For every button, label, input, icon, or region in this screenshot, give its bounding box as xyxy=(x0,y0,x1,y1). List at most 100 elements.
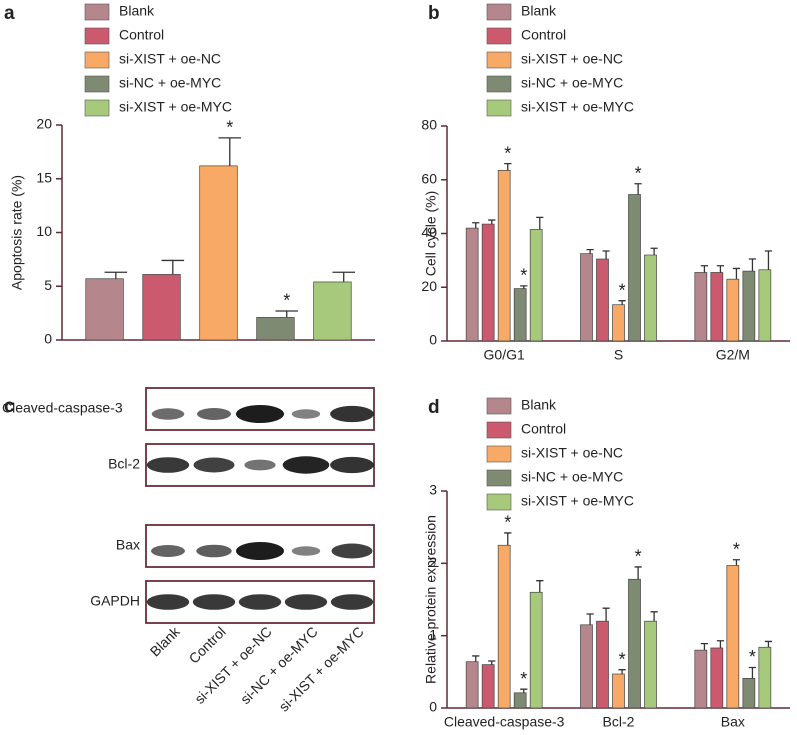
bar xyxy=(710,647,724,709)
legend-label: si-XIST + oe-NC xyxy=(119,51,221,67)
blot-band xyxy=(244,459,276,471)
error-bar xyxy=(650,247,658,255)
x-tick-label: G0/G1 xyxy=(484,347,525,363)
significance-mark: * xyxy=(226,118,233,138)
legend-swatch xyxy=(486,445,512,463)
error-bar xyxy=(634,183,642,195)
bar xyxy=(497,544,511,709)
x-tick-label: Cleaved-caspase-3 xyxy=(444,714,565,730)
error-bar xyxy=(586,248,594,254)
error-bar xyxy=(716,265,725,273)
legend-swatch xyxy=(84,3,110,21)
error-bar xyxy=(472,655,480,662)
error-bar xyxy=(716,640,725,648)
panel-label: c xyxy=(4,396,15,417)
legend-swatch xyxy=(486,421,512,439)
x-tick-label: Bcl-2 xyxy=(603,714,635,730)
bar xyxy=(758,646,772,709)
y-tick-label: 20 xyxy=(36,116,52,132)
bar xyxy=(465,227,479,342)
panel-label: d xyxy=(428,397,440,418)
error-bar xyxy=(161,259,185,275)
significance-mark: * xyxy=(520,266,527,286)
error-bar xyxy=(488,219,496,225)
significance-mark: * xyxy=(504,143,511,163)
error-bar xyxy=(618,669,626,675)
bar xyxy=(710,272,724,342)
error-bar xyxy=(618,300,626,305)
bar xyxy=(580,624,593,709)
bar xyxy=(256,317,295,341)
error-bar xyxy=(700,265,709,273)
legend-label: si-XIST + oe-NC xyxy=(521,445,623,461)
blot-band xyxy=(330,405,374,423)
legend-label: Control xyxy=(521,27,566,43)
error-bar xyxy=(218,137,242,166)
blot-band xyxy=(193,457,235,473)
legend-swatch xyxy=(486,493,512,511)
error-bar xyxy=(748,666,757,679)
blot-row-label: Bcl-2 xyxy=(108,456,140,472)
blot-band xyxy=(330,456,374,474)
legend-swatch xyxy=(486,75,512,93)
error-bar xyxy=(275,310,299,318)
bar xyxy=(313,281,352,341)
blot-lane-label: si-XIST + oe-MYC xyxy=(276,623,367,714)
error-bar xyxy=(748,258,757,272)
error-bar xyxy=(332,271,355,282)
legend-label: si-NC + oe-MYC xyxy=(521,75,623,91)
bar xyxy=(580,253,593,342)
y-tick-label: 40 xyxy=(421,224,437,240)
blot-band xyxy=(291,409,321,419)
y-tick-label: 80 xyxy=(421,117,437,133)
y-tick-label: 1 xyxy=(429,626,437,642)
blot-band xyxy=(284,594,328,610)
error-bar xyxy=(586,613,594,625)
y-tick-label: 20 xyxy=(421,278,437,294)
legend-label: Blank xyxy=(521,397,557,413)
error-bar xyxy=(764,250,773,270)
legend-swatch xyxy=(84,99,110,117)
legend-swatch xyxy=(486,3,512,21)
bar xyxy=(199,165,238,341)
bar xyxy=(644,254,657,342)
bar xyxy=(465,661,479,709)
blot-lane-label: Control xyxy=(186,623,229,666)
bar xyxy=(513,288,527,342)
bar xyxy=(758,269,772,342)
y-axis-label: Relative protein expression xyxy=(423,515,439,684)
blot-band xyxy=(331,543,373,559)
bar xyxy=(694,649,708,709)
blot-row-label: Bax xyxy=(116,537,140,553)
bar xyxy=(726,565,740,709)
y-axis-label: Apoptosis rate (%) xyxy=(9,175,25,290)
legend-label: Control xyxy=(521,421,566,437)
error-bar xyxy=(602,250,610,260)
x-tick-label: S xyxy=(614,347,623,363)
legend-swatch xyxy=(486,99,512,117)
bar xyxy=(644,620,657,709)
bar xyxy=(628,194,641,342)
error-bar xyxy=(536,216,544,230)
blot-band xyxy=(236,405,284,423)
legend-swatch xyxy=(84,75,110,93)
bar xyxy=(596,258,609,342)
y-tick-label: 60 xyxy=(421,170,437,186)
significance-mark: * xyxy=(635,547,642,567)
y-tick-label: 0 xyxy=(429,699,437,715)
blot-band xyxy=(146,594,190,610)
blot-lane-label: Blank xyxy=(147,623,184,660)
y-tick-label: 2 xyxy=(429,554,437,570)
error-bar xyxy=(504,162,512,171)
error-bar xyxy=(472,222,480,229)
legend-swatch xyxy=(84,51,110,69)
significance-mark: * xyxy=(635,164,642,184)
x-tick-label: G2/M xyxy=(716,347,750,363)
blot-band xyxy=(192,594,236,610)
error-bar xyxy=(634,566,642,580)
y-tick-label: 0 xyxy=(44,331,52,347)
bar xyxy=(612,304,625,342)
bar xyxy=(142,274,181,341)
error-bar xyxy=(764,640,773,648)
